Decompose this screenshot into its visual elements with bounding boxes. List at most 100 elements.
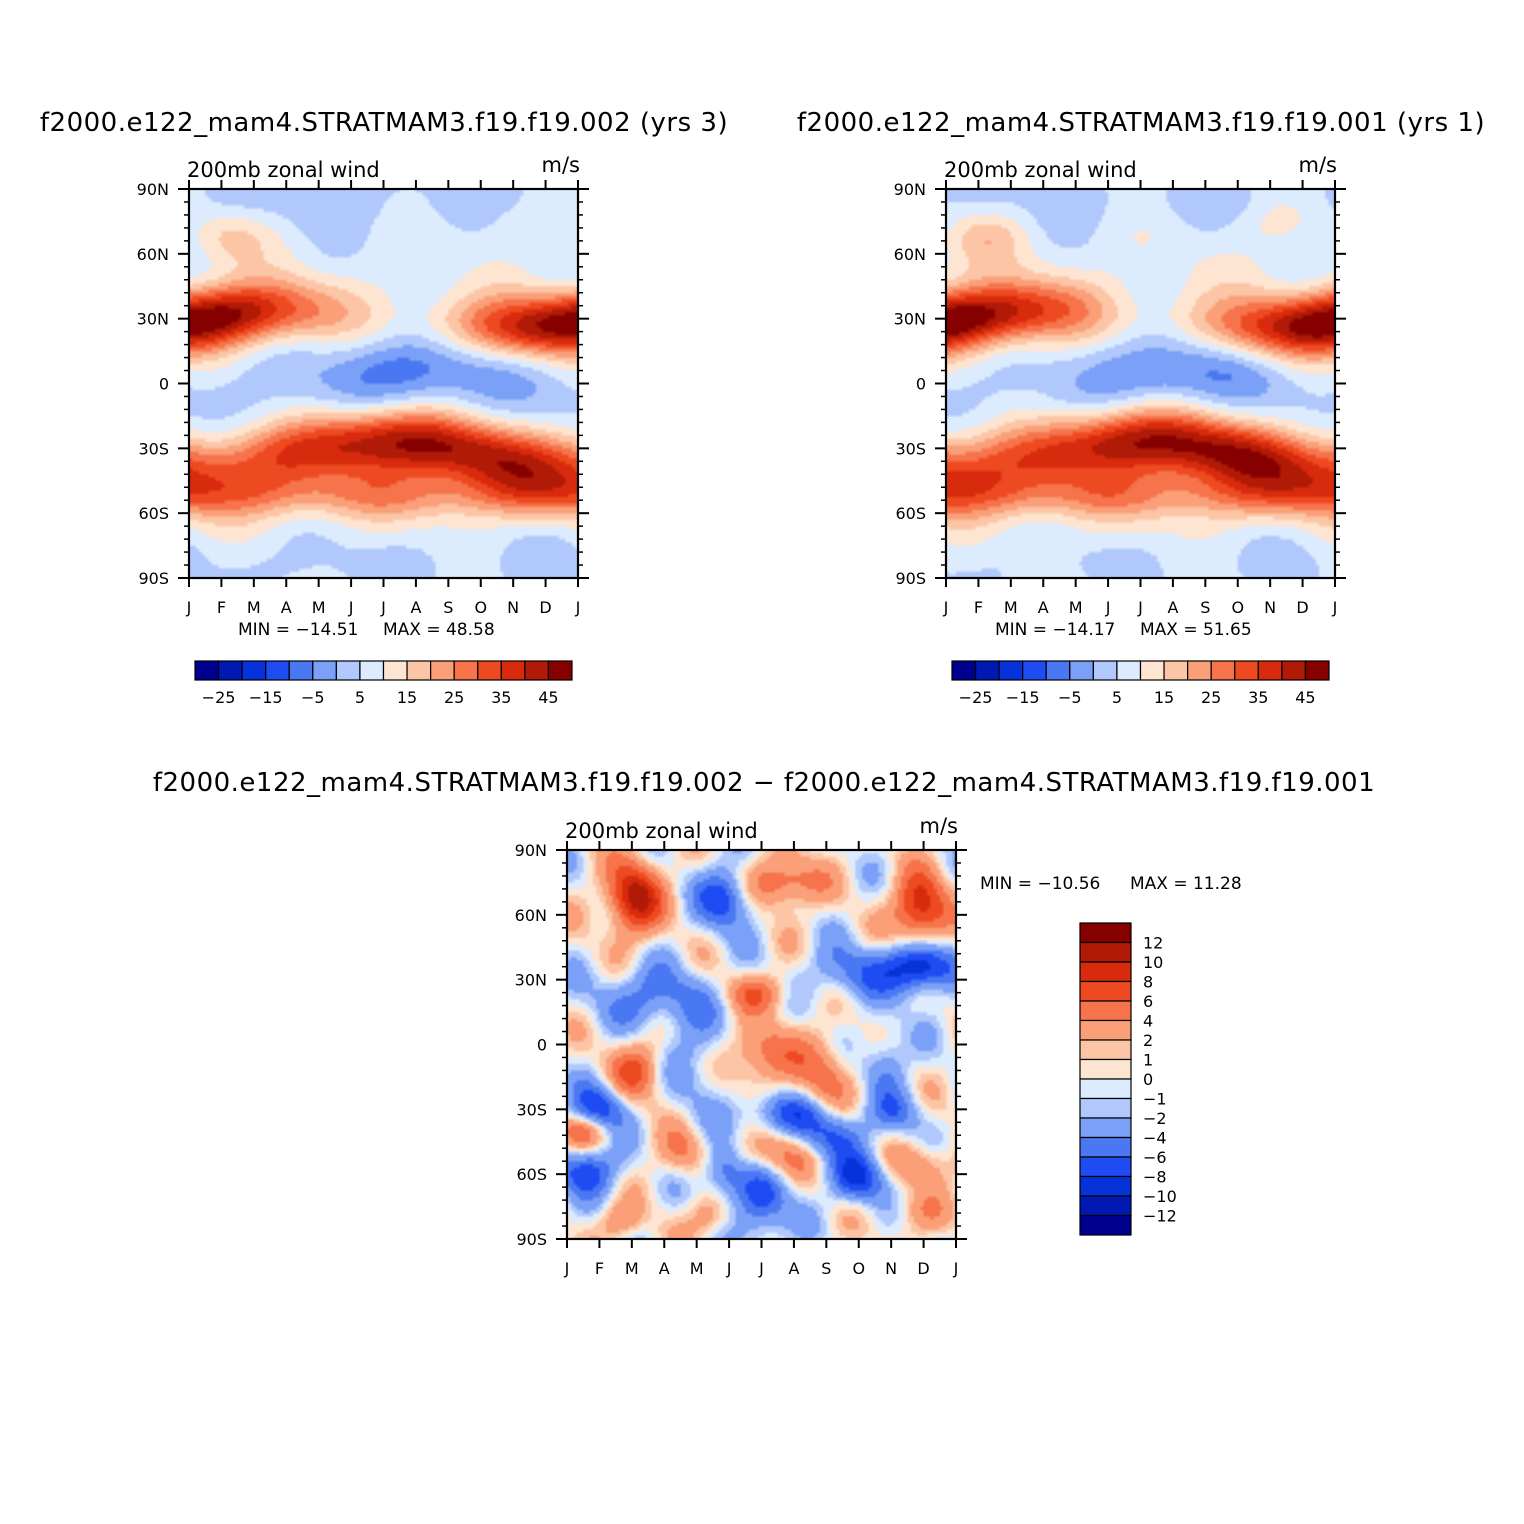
panel1-min-label: MIN = −14.51 — [238, 620, 358, 640]
colorbar-label: 15 — [1154, 688, 1174, 707]
colorbar-box — [1079, 1097, 1132, 1119]
x-tick-label: J — [348, 598, 354, 617]
panel3-axes: J F M A M J J A S O N D J 90N 60N 30N 0 30S 60S 90S — [515, 841, 967, 1278]
panel3-left-label: 200mb zonal wind — [565, 819, 758, 843]
x-tick-label: D — [917, 1259, 929, 1278]
colorbar-box — [430, 660, 455, 681]
panel1-left-label: 200mb zonal wind — [187, 158, 380, 182]
x-tick-label: J — [186, 598, 192, 617]
panel1-axes: J F M A M J J A S O N D J 90N 60N 30N 0 30S 60S 90S — [137, 180, 589, 617]
colorbar-box — [1079, 1175, 1132, 1197]
colorbar-label: −1 — [1143, 1090, 1167, 1109]
colorbar-box — [1079, 1214, 1132, 1236]
colorbar-label: 45 — [538, 688, 558, 707]
y-tick-label: 30S — [895, 439, 926, 458]
colorbar-box — [1045, 660, 1071, 681]
x-tick-label: F — [595, 1259, 604, 1278]
x-tick-label: J — [758, 1259, 764, 1278]
colorbar-box — [1079, 1156, 1132, 1178]
colorbar-box — [265, 660, 290, 681]
colorbar-box — [382, 660, 408, 681]
y-tick-label: 60N — [894, 245, 926, 264]
panel1-max-label: MAX = 48.58 — [383, 620, 495, 640]
colorbar-box — [1116, 660, 1142, 681]
colorbar-box — [312, 660, 337, 681]
colorbar-box — [1022, 660, 1047, 681]
colorbar-box — [1281, 660, 1307, 681]
colorbar-box — [359, 660, 385, 681]
colorbar-label: −10 — [1143, 1187, 1177, 1206]
colorbar-label: 25 — [1201, 688, 1221, 707]
colorbar-box — [1092, 660, 1118, 681]
colorbar-box — [524, 660, 550, 681]
panel1-units: m/s — [542, 153, 580, 177]
panel2-field-image — [946, 189, 1335, 578]
y-tick-label: 0 — [537, 1036, 547, 1055]
colorbar-box — [335, 660, 361, 681]
x-tick-label: M — [690, 1259, 704, 1278]
y-tick-label: 60S — [138, 504, 169, 523]
colorbar-box — [1234, 660, 1259, 681]
colorbar-box — [453, 660, 479, 681]
panel3-max-label: MAX = 11.28 — [1130, 874, 1242, 894]
colorbar-label: 0 — [1143, 1070, 1153, 1089]
x-tick-label: J — [575, 598, 581, 617]
colorbar-label: −4 — [1143, 1129, 1167, 1148]
y-tick-label: 90N — [894, 180, 926, 199]
colorbar-box — [406, 660, 432, 681]
colorbar-box — [1210, 660, 1236, 681]
colorbar-label: −8 — [1143, 1168, 1167, 1187]
x-tick-label: F — [217, 598, 226, 617]
colorbar-box — [1069, 660, 1094, 681]
colorbar-box — [1079, 1195, 1132, 1217]
colorbar-box — [217, 660, 243, 681]
colorbar-box — [1079, 922, 1132, 944]
panel2-units: m/s — [1299, 153, 1337, 177]
colorbar-label: 45 — [1295, 688, 1315, 707]
x-tick-label: A — [788, 1259, 799, 1278]
colorbar-label: 25 — [444, 688, 464, 707]
panel3-min-label: MIN = −10.56 — [980, 874, 1100, 894]
colorbar-label: 5 — [1112, 688, 1122, 707]
colorbar-box — [1079, 1019, 1132, 1041]
colorbar-label: 4 — [1143, 1012, 1153, 1031]
panel3-plot: 200mb zonal wind m/s J F M A M J J A S O N D J 90N 60N… — [515, 814, 1242, 1278]
y-tick-label: 90N — [515, 841, 547, 860]
colorbar-box — [1079, 980, 1132, 1002]
x-tick-label: O — [852, 1259, 865, 1278]
y-tick-label: 60N — [137, 245, 169, 264]
x-tick-label: S — [443, 598, 453, 617]
panel2-title: f2000.e122_mam4.STRATMAM3.f19.f19.001 (y… — [797, 108, 1485, 138]
colorbar-box — [241, 660, 267, 681]
colorbar-label: −25 — [959, 688, 993, 707]
x-tick-label: J — [1137, 598, 1143, 617]
panel3-field-image — [567, 850, 956, 1239]
y-tick-label: 30S — [516, 1100, 547, 1119]
panel3-field — [567, 850, 956, 1239]
panel1-plot: 200mb zonal wind m/s J F M A M J J A S O N D J 90N 60N… — [137, 153, 589, 707]
colorbar-label: 8 — [1143, 973, 1153, 992]
x-tick-label: D — [1296, 598, 1308, 617]
colorbar-label: 5 — [355, 688, 365, 707]
colorbar-label: −2 — [1143, 1109, 1167, 1128]
colorbar-label: 1 — [1143, 1051, 1153, 1070]
y-tick-label: 60S — [895, 504, 926, 523]
x-tick-label: J — [726, 1259, 732, 1278]
colorbar-label: 2 — [1143, 1031, 1153, 1050]
colorbar-label: 12 — [1143, 934, 1163, 953]
colorbar-box — [1163, 660, 1189, 681]
panel2-left-label: 200mb zonal wind — [944, 158, 1137, 182]
panel2-plot: 200mb zonal wind m/s J F M A M J J A S O N D J 90N 60N… — [894, 153, 1346, 707]
x-tick-label: N — [885, 1259, 897, 1278]
x-tick-label: A — [281, 598, 292, 617]
x-tick-label: M — [312, 598, 326, 617]
x-tick-label: M — [1069, 598, 1083, 617]
x-tick-label: M — [247, 598, 261, 617]
x-tick-label: S — [1200, 598, 1210, 617]
x-tick-label: S — [821, 1259, 831, 1278]
colorbar-box — [951, 660, 977, 681]
colorbar-box — [1079, 1039, 1132, 1061]
panel1-field — [189, 189, 578, 578]
